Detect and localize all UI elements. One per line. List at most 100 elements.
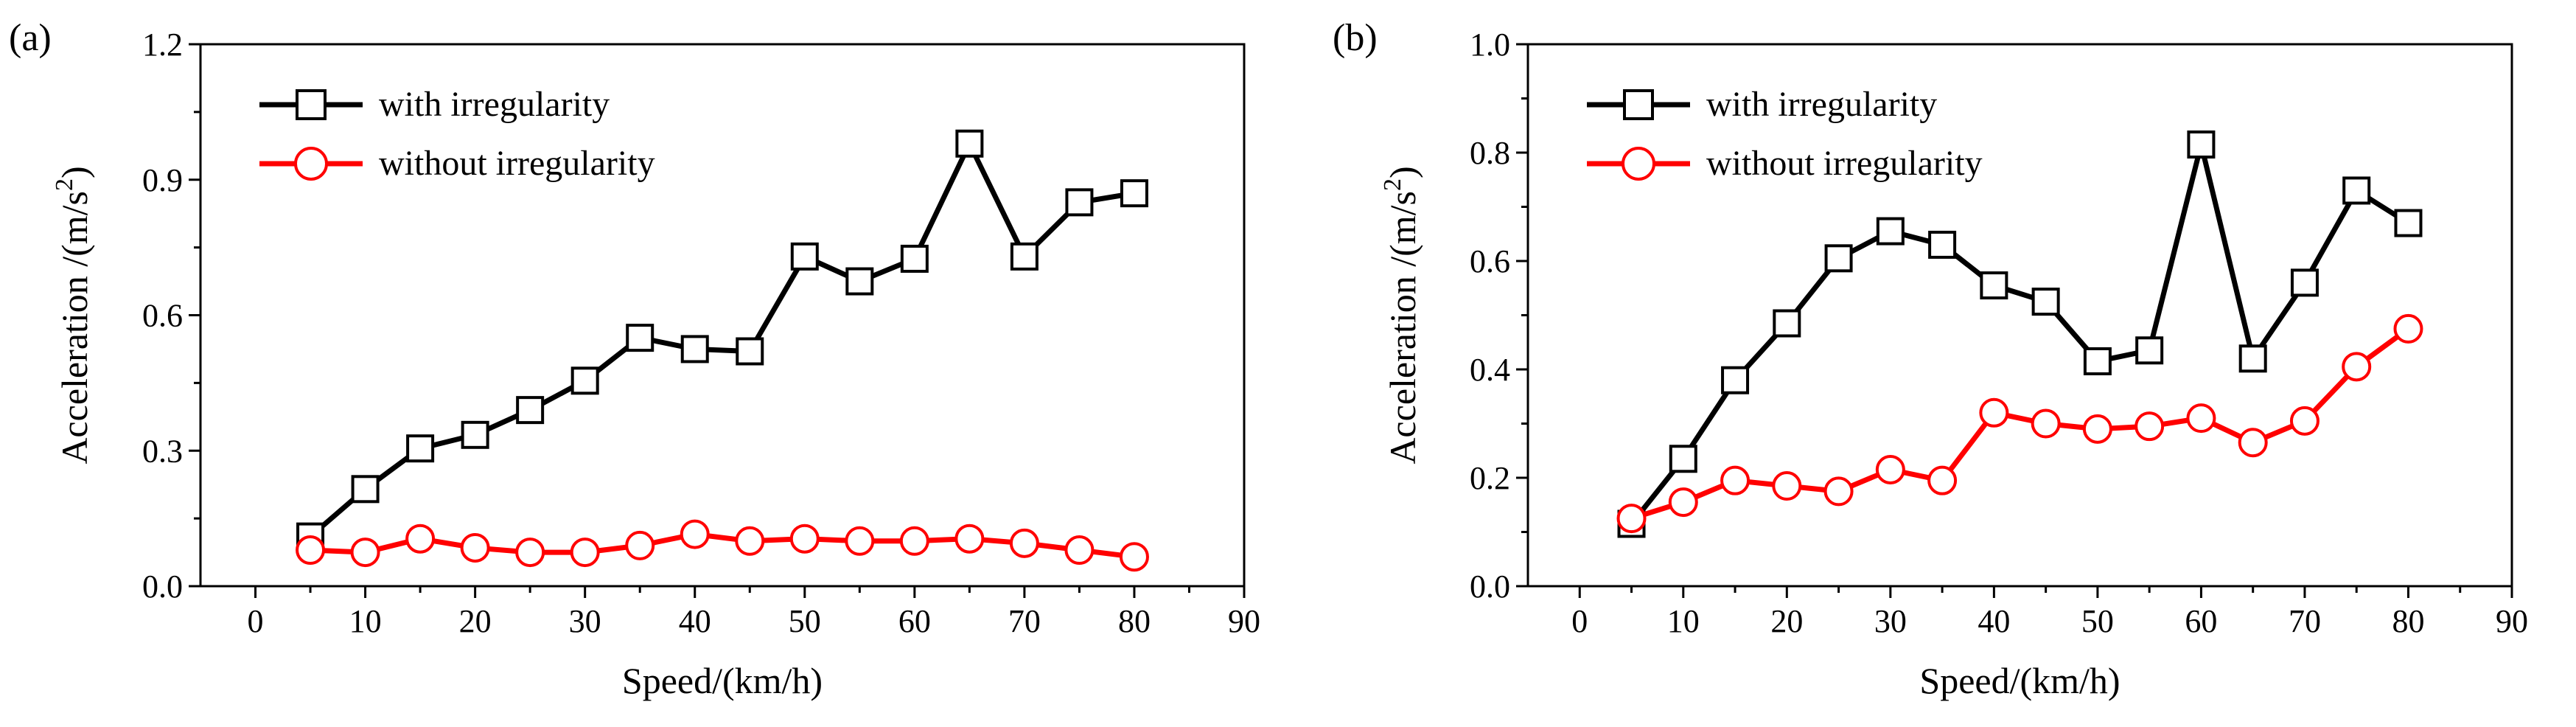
data-point-square [680,335,709,364]
y-axis-title-main: Acceleration /(m/s [54,191,95,465]
data-point-circle [2135,411,2165,442]
x-tick-label: 80 [1118,603,1151,639]
x-tick-label: 90 [1228,603,1260,639]
data-point-circle [1927,465,1958,495]
legend-label: with irregularity [379,85,610,124]
data-point-circle [1823,476,1854,507]
y-axis-title: Acceleration /(m/s2) [51,166,95,464]
x-tick-label: 10 [1667,603,1700,639]
y-tick-label: 0.9 [142,162,183,198]
data-point-circle [2031,408,2061,439]
x-tick-label: 0 [1571,603,1588,639]
legend-label: with irregularity [1706,85,1937,124]
x-tick-label: 60 [2185,603,2217,639]
legend-marker-circle [1622,147,1655,181]
y-tick-label: 0.3 [142,433,183,469]
legend-marker-circle [294,147,328,181]
data-point-square [1721,366,1750,394]
y-tick-label: 1.2 [142,27,183,63]
data-point-circle [845,526,875,556]
data-point-square [845,267,874,296]
data-point-square [2031,288,2060,316]
data-point-square [2290,268,2319,297]
y-tick-label: 0.6 [1470,243,1510,279]
x-tick-label: 50 [2081,603,2114,639]
x-tick-label: 0 [248,603,264,639]
data-point-square [2083,347,2112,375]
data-point-circle [2289,406,2320,436]
x-tick-label: 60 [898,603,931,639]
x-tick-label: 20 [459,603,492,639]
data-point-circle [735,526,765,556]
data-point-square [1669,445,1697,473]
x-tick-label: 30 [1874,603,1907,639]
data-point-circle [460,532,490,563]
chart-panel-b: (b) 0 10 20 30 40 50 60 70 80 90 0.0 0.2 0.4 0.6 0.8 1.0… [1333,17,2528,701]
x-tick-label: 80 [2392,603,2424,639]
data-point-square [900,244,929,273]
data-point-square [461,420,489,449]
data-point-circle [899,526,929,556]
data-point-square [1876,217,1905,246]
data-point-circle [350,538,380,568]
y-axis-title-close: ) [1382,166,1423,178]
x-tick-label: 90 [2496,603,2528,639]
data-point-square [2187,130,2216,159]
series-line-without-irregularity [1630,327,2410,521]
legend-marker-square [1623,89,1654,120]
data-point-square [516,396,545,425]
y-axis-title-superscript: 2 [51,178,78,191]
x-tick-label: 10 [349,603,382,639]
data-point-circle [1119,542,1149,572]
data-point-square [626,324,655,352]
data-point-circle [680,519,710,549]
plot-frame [199,43,1246,588]
y-axis-title-close: ) [54,166,95,178]
x-tick-label: 50 [789,603,821,639]
y-tick-label: 0.4 [1470,352,1510,388]
y-tick-label: 0.0 [142,568,183,605]
data-point-square [736,337,764,366]
x-tick-label: 20 [1770,603,1803,639]
data-point-circle [1616,504,1647,534]
y-axis-title-main: Acceleration /(m/s [1382,191,1423,465]
y-tick-label: 0.2 [1470,460,1510,496]
y-tick-label: 0.0 [1470,568,1510,605]
data-point-square [1824,244,1853,273]
legend-label: without irregularity [1706,144,1983,183]
legend-marker-square [296,89,327,120]
data-point-circle [2238,428,2268,458]
x-tick-label: 70 [1008,603,1041,639]
data-point-square [351,475,380,504]
series-line-with-irregularity [1629,144,2410,526]
chart-panel-a: (a) 0 10 20 30 40 50 60 70 80 90 0.0 0.3 0.6 0.9 1.2 Spe… [9,17,1260,701]
data-point-square [2238,344,2267,373]
data-point-square [1120,179,1148,208]
panel-label: (b) [1333,17,1378,59]
data-point-square [955,129,984,158]
y-axis-title: Acceleration /(m/s2) [1379,166,1423,464]
data-point-square [1010,242,1039,271]
data-point-circle [1772,471,1802,501]
data-point-circle [1720,465,1751,495]
data-point-circle [405,523,436,554]
data-point-square [1773,309,1801,338]
data-point-square [2342,176,2371,205]
y-tick-label: 0.6 [142,298,183,334]
data-point-circle [1668,487,1698,518]
x-tick-label: 30 [569,603,601,639]
legend-label: without irregularity [379,144,655,183]
y-tick-label: 0.8 [1470,135,1510,171]
y-axis-title-superscript: 2 [1379,178,1406,191]
data-point-circle [2342,352,2372,382]
data-point-circle [789,523,820,554]
x-tick-label: 70 [2289,603,2321,639]
data-point-circle [2082,414,2112,444]
data-point-square [1065,188,1094,217]
x-axis-title: Speed/(km/h) [622,660,823,701]
data-point-circle [625,530,655,560]
data-point-circle [2393,313,2423,344]
data-point-circle [1875,454,1905,484]
data-point-circle [296,535,326,565]
